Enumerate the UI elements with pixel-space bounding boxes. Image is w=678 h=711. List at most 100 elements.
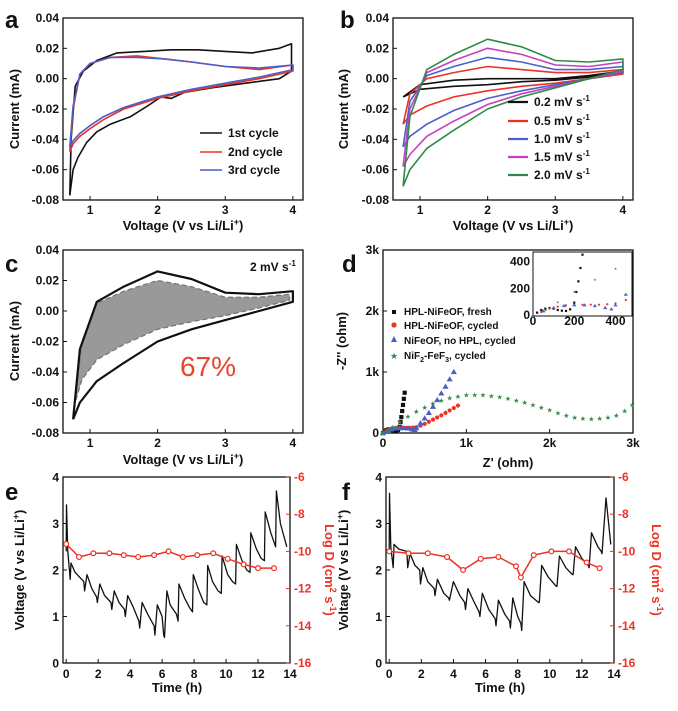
data-point bbox=[384, 427, 391, 433]
y-right-tick-label: -16 bbox=[294, 656, 312, 670]
y-tick-label: 2 bbox=[52, 563, 59, 577]
x-tick-label: 3k bbox=[626, 436, 640, 450]
data-point: ★ bbox=[385, 426, 391, 435]
data-point bbox=[577, 280, 580, 283]
data-point bbox=[548, 307, 551, 310]
data-point bbox=[443, 410, 448, 415]
log-d-point bbox=[194, 552, 201, 559]
x-tick-label: 8 bbox=[514, 667, 521, 681]
panel-label-f: f bbox=[342, 479, 351, 506]
y-tick-label: 0.02 bbox=[36, 274, 60, 288]
y-tick-label: -0.02 bbox=[32, 102, 60, 116]
data-point: ★ bbox=[438, 396, 444, 405]
x-tick-label: 10 bbox=[543, 667, 557, 681]
data-point bbox=[540, 308, 543, 312]
log-d-point bbox=[517, 574, 524, 581]
panel-label-d: d bbox=[342, 251, 357, 278]
log-d-point bbox=[120, 552, 127, 559]
data-point: ★ bbox=[613, 411, 619, 420]
log-d-point bbox=[90, 550, 97, 557]
log-d-point bbox=[444, 553, 451, 560]
data-point: ★ bbox=[588, 414, 594, 423]
panel-b-legend: 0.2 mV s-1 0.5 mV s-1 1.0 mV s-1 1.5 mV … bbox=[508, 94, 590, 182]
x-tick-label: 12 bbox=[575, 667, 589, 681]
inset-y-tick-label: 400 bbox=[510, 255, 530, 269]
inset-y-tick-label: 200 bbox=[510, 281, 530, 295]
data-point: ★ bbox=[413, 407, 419, 416]
panel-label-a: a bbox=[5, 7, 19, 34]
log-d-point bbox=[566, 548, 573, 555]
panel-b-ylabel: Current (mA) bbox=[336, 69, 351, 149]
y-tick-label: 2k bbox=[366, 304, 380, 318]
legend-1st-cycle: 1st cycle bbox=[228, 126, 279, 140]
data-point: ★ bbox=[521, 398, 527, 407]
data-point: ★ bbox=[563, 411, 569, 420]
cv-outer-line bbox=[72, 270, 294, 420]
y-right-tick-label: -8 bbox=[618, 507, 629, 521]
legend-marker-nif2: ★ bbox=[390, 352, 398, 362]
y-right-tick-label: -10 bbox=[294, 544, 312, 558]
data-point bbox=[422, 421, 427, 426]
data-point: ★ bbox=[380, 429, 386, 438]
y-right-tick-label: -8 bbox=[294, 507, 305, 521]
panel-f-xlabel: Time (h) bbox=[475, 680, 525, 695]
data-point bbox=[589, 303, 592, 306]
voltage-line bbox=[388, 492, 612, 632]
data-point bbox=[581, 253, 584, 256]
y-tick-label: 0.04 bbox=[36, 243, 60, 257]
y-tick-label: -0.08 bbox=[32, 426, 60, 440]
data-point bbox=[530, 313, 536, 318]
y-tick-label: 0 bbox=[52, 656, 59, 670]
data-point bbox=[404, 425, 412, 431]
data-point bbox=[551, 305, 556, 310]
x-tick-label: 2k bbox=[543, 436, 557, 450]
panel-e-xlabel: Time (h) bbox=[152, 680, 202, 695]
data-point bbox=[421, 415, 428, 421]
data-point bbox=[540, 310, 543, 314]
data-point: ★ bbox=[405, 412, 411, 421]
data-point bbox=[401, 396, 406, 401]
data-point: ★ bbox=[593, 278, 597, 282]
panel-a-xlabel: Voltage (V vs Li/Li+) bbox=[123, 217, 244, 233]
x-tick-label: 3 bbox=[222, 436, 229, 450]
data-point bbox=[400, 408, 405, 414]
data-point bbox=[592, 303, 597, 308]
data-point bbox=[536, 311, 539, 314]
log-d-point bbox=[477, 555, 484, 562]
data-point: ★ bbox=[446, 394, 452, 403]
panel-a-chart: 1 2 3 4 0.04 0.02 0.00 -0.02 -0.04 -0.06 -0.08 Vol… bbox=[7, 11, 304, 233]
log-d-point bbox=[255, 565, 262, 572]
panel-b-xlabel: Voltage (V vs Li/Li+) bbox=[453, 217, 574, 233]
data-point bbox=[581, 303, 584, 306]
log-d-point bbox=[596, 565, 603, 572]
legend-marker-fresh bbox=[392, 310, 396, 314]
x-tick-label: 6 bbox=[482, 667, 489, 681]
inset-x-tick-label: 400 bbox=[605, 314, 625, 328]
data-point bbox=[399, 415, 404, 420]
log-d-point bbox=[75, 553, 82, 560]
log-d-point bbox=[405, 550, 412, 557]
x-tick-label: 4 bbox=[290, 436, 297, 450]
data-point bbox=[379, 429, 387, 436]
data-point: ★ bbox=[580, 414, 586, 423]
y-tick-label: 0.02 bbox=[366, 41, 390, 55]
data-point bbox=[597, 303, 601, 306]
panel-d-frame bbox=[382, 249, 634, 434]
y-tick-label: 3k bbox=[366, 243, 380, 257]
data-point bbox=[561, 303, 567, 308]
y-right-tick-label: -10 bbox=[618, 544, 636, 558]
y-tick-label: 0.00 bbox=[36, 304, 60, 318]
log-d-point bbox=[530, 552, 537, 559]
x-tick-label: 2 bbox=[484, 203, 491, 217]
x-tick-label: 14 bbox=[607, 667, 621, 681]
y-tick-label: 1 bbox=[375, 610, 382, 624]
x-tick-label: 4 bbox=[290, 203, 297, 217]
y-tick-label: -0.06 bbox=[362, 163, 390, 177]
y-tick-label: 0 bbox=[375, 656, 382, 670]
data-point bbox=[556, 305, 559, 308]
log-d-point bbox=[210, 550, 217, 557]
panel-d-ylabel: -Z'' (ohm) bbox=[334, 312, 349, 370]
series-line bbox=[402, 38, 624, 187]
